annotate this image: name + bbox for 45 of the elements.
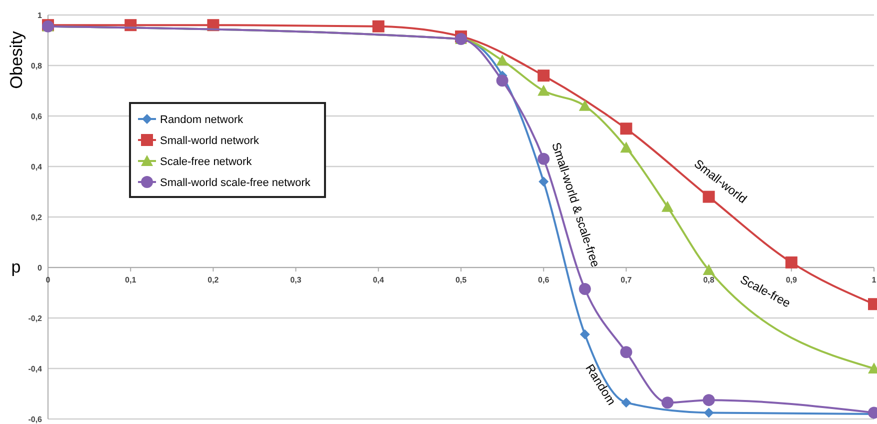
point — [538, 152, 550, 165]
point — [704, 408, 714, 418]
legend-label: Small-world network — [160, 135, 260, 147]
point — [578, 100, 591, 111]
x-tick-label: 0 — [46, 276, 51, 284]
x-tick-label: 0,3 — [290, 276, 302, 284]
point — [702, 394, 715, 406]
point — [538, 70, 550, 82]
point — [372, 20, 384, 32]
legend-label: Small-world scale-free network — [160, 177, 311, 189]
x-tick-label: 0,6 — [538, 276, 550, 284]
point — [621, 398, 632, 408]
point — [620, 122, 632, 135]
y-tick-label: 0,6 — [30, 112, 43, 121]
point — [496, 74, 508, 87]
x-axis-title: p — [11, 258, 21, 276]
legend-label: Random network — [160, 114, 244, 126]
point — [662, 200, 674, 212]
y-tick-label: 0 — [38, 264, 43, 272]
legend-label: Scale-free network — [160, 156, 252, 168]
point — [620, 142, 632, 153]
x-tick-label: 0,8 — [703, 276, 715, 284]
point — [702, 264, 715, 276]
x-tick-label: 0,2 — [208, 276, 220, 284]
point — [538, 176, 549, 187]
y-tick-label: -0,4 — [28, 364, 43, 374]
y-tick-label: -0,2 — [28, 314, 43, 323]
y-axis-title: Obesity — [7, 30, 26, 89]
point — [662, 396, 674, 409]
y-tick-label: 0,8 — [30, 62, 43, 70]
y-tick-label: 0,2 — [30, 213, 43, 222]
point — [580, 329, 590, 340]
point — [785, 256, 798, 268]
x-tick-label: 0,4 — [372, 276, 385, 284]
y-tick-label: 0,4 — [30, 162, 43, 172]
point — [578, 282, 591, 295]
point — [496, 54, 508, 66]
point — [538, 84, 550, 96]
y-tick-label: -0,6 — [28, 415, 43, 424]
x-tick-label: 0,1 — [125, 276, 137, 284]
y-tick-label: 1 — [38, 11, 43, 20]
x-tick-label: 0,7 — [620, 276, 632, 284]
point — [620, 346, 632, 358]
x-tick-label: 1 — [872, 276, 877, 284]
x-tick-label: 0,5 — [455, 276, 468, 284]
